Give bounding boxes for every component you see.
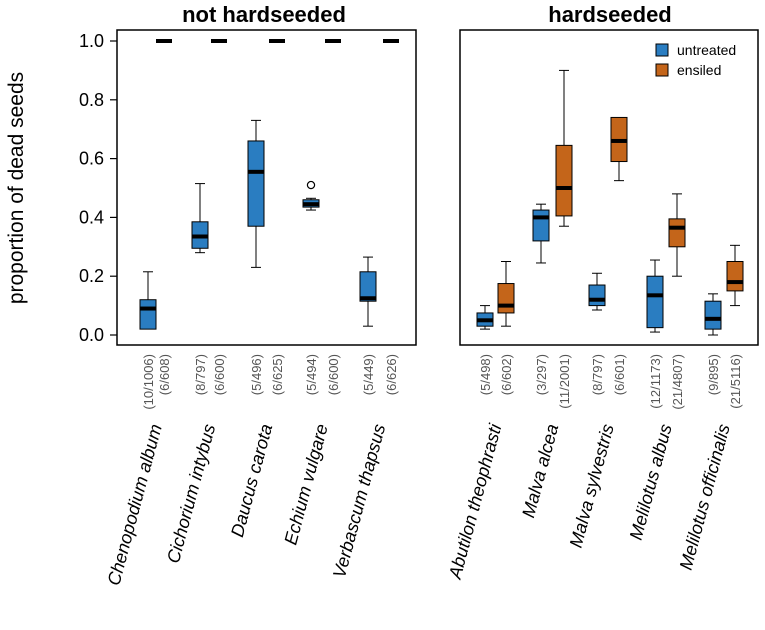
species-label-verbascum-thapsus: Verbascum thapsus (329, 422, 389, 580)
y-tick-label-0.4: 0.4 (79, 207, 104, 227)
y-tick-label-0.6: 0.6 (79, 149, 104, 169)
species-label-chenopodium-album: Chenopodium album (104, 422, 166, 588)
chenopodium-album-untreated-n-label: (10/1006) (141, 354, 156, 410)
abutilon-theophrasti-ensiled-box (497, 283, 515, 314)
y-tick-label-0.2: 0.2 (79, 266, 104, 286)
legend-label-ensiled: ensiled (677, 62, 721, 78)
y-axis: 0.0 0.2 0.4 0.6 0.8 1.0 (79, 31, 117, 345)
melilotus-officinalis-untreated-n-label: (9/895) (706, 354, 721, 395)
cichorium-intybus-ensiled-n-label: (6/600) (212, 354, 227, 395)
malva-sylvestris-ensiled-n-label: (6/601) (612, 354, 627, 395)
malva-sylvestris-untreated-n-label: (8/797) (590, 354, 605, 395)
species-label-melilotus-officinalis: Melilotus officinalis (676, 422, 734, 572)
abutilon-theophrasti-ensiled-n-label: (6/602) (499, 354, 514, 395)
echium-vulgare-ensiled-n-label: (6/600) (326, 354, 341, 395)
verbascum-thapsus-untreated-n-label: (5/449) (361, 354, 376, 395)
legend-swatch-untreated (655, 43, 669, 57)
panel-hardseeded: hardseeded (5/498) (6/602) Abutilon theoph… (445, 2, 759, 582)
malva-alcea-ensiled-box (555, 144, 573, 217)
melilotus-officinalis-untreated-box (704, 300, 722, 330)
species-label-cichorium-intybus: Cichorium intybus (163, 422, 219, 565)
melilotus-albus-ensiled-box (668, 218, 686, 248)
daucus-carota-untreated-n-label: (5/496) (249, 354, 264, 395)
y-axis-label: proportion of dead seeds (5, 72, 28, 304)
echium-vulgare-untreated-n-label: (5/494) (304, 354, 319, 395)
species-label-malva-sylvestris: Malva sylvestris (566, 422, 618, 550)
verbascum-thapsus-ensiled-n-label: (6/626) (384, 354, 399, 395)
species-label-echium-vulgare: Echium vulgare (280, 422, 331, 547)
legend-label-untreated: untreated (677, 42, 736, 58)
melilotus-albus-ensiled-n-label: (21/4807) (670, 354, 685, 410)
y-tick-label-0.8: 0.8 (79, 90, 104, 110)
panel-title-not-hardseeded: not hardseeded (182, 2, 346, 27)
species-label-melilotus-albus: Melilotus albus (626, 422, 676, 542)
legend-swatch-ensiled (655, 63, 669, 77)
malva-sylvestris-untreated-box (588, 284, 606, 307)
panel-not-hardseeded: not hardseeded (10/1006) (6/608) Chenopodi… (104, 2, 417, 588)
daucus-carota-ensiled-n-label: (6/625) (270, 354, 285, 395)
y-tick-label-0.0: 0.0 (79, 325, 104, 345)
malva-alcea-untreated-box (532, 209, 550, 242)
panel-title-hardseeded: hardseeded (548, 2, 672, 27)
plot-frame-hardseeded (459, 29, 759, 346)
daucus-carota-untreated-box (247, 140, 265, 227)
melilotus-albus-untreated-n-label: (12/1173) (648, 354, 663, 409)
malva-alcea-ensiled-n-label: (11/2001) (557, 354, 572, 409)
species-label-daucus-carota: Daucus carota (227, 422, 276, 539)
species-label-malva-alcea: Malva alcea (518, 422, 562, 520)
malva-alcea-untreated-n-label: (3/297) (534, 354, 549, 395)
abutilon-theophrasti-untreated-n-label: (5/498) (478, 354, 493, 395)
chenopodium-album-ensiled-n-label: (6/608) (157, 354, 172, 395)
plot-frame-not-hardseeded (116, 29, 417, 346)
echium-vulgare-untreated-outlier-0 (306, 180, 316, 190)
melilotus-officinalis-ensiled-box (726, 261, 744, 292)
melilotus-officinalis-ensiled-n-label: (21/5116) (728, 354, 743, 409)
verbascum-thapsus-untreated-box (359, 271, 377, 302)
species-label-abutilon-theophrasti: Abutilon theophrasti (445, 421, 506, 582)
y-tick-label-1.0: 1.0 (79, 31, 104, 51)
cichorium-intybus-untreated-n-label: (8/797) (193, 354, 208, 395)
melilotus-albus-untreated-box (646, 275, 664, 329)
legend: untreated ensiled (655, 42, 736, 78)
chenopodium-album-untreated-box (139, 299, 157, 330)
